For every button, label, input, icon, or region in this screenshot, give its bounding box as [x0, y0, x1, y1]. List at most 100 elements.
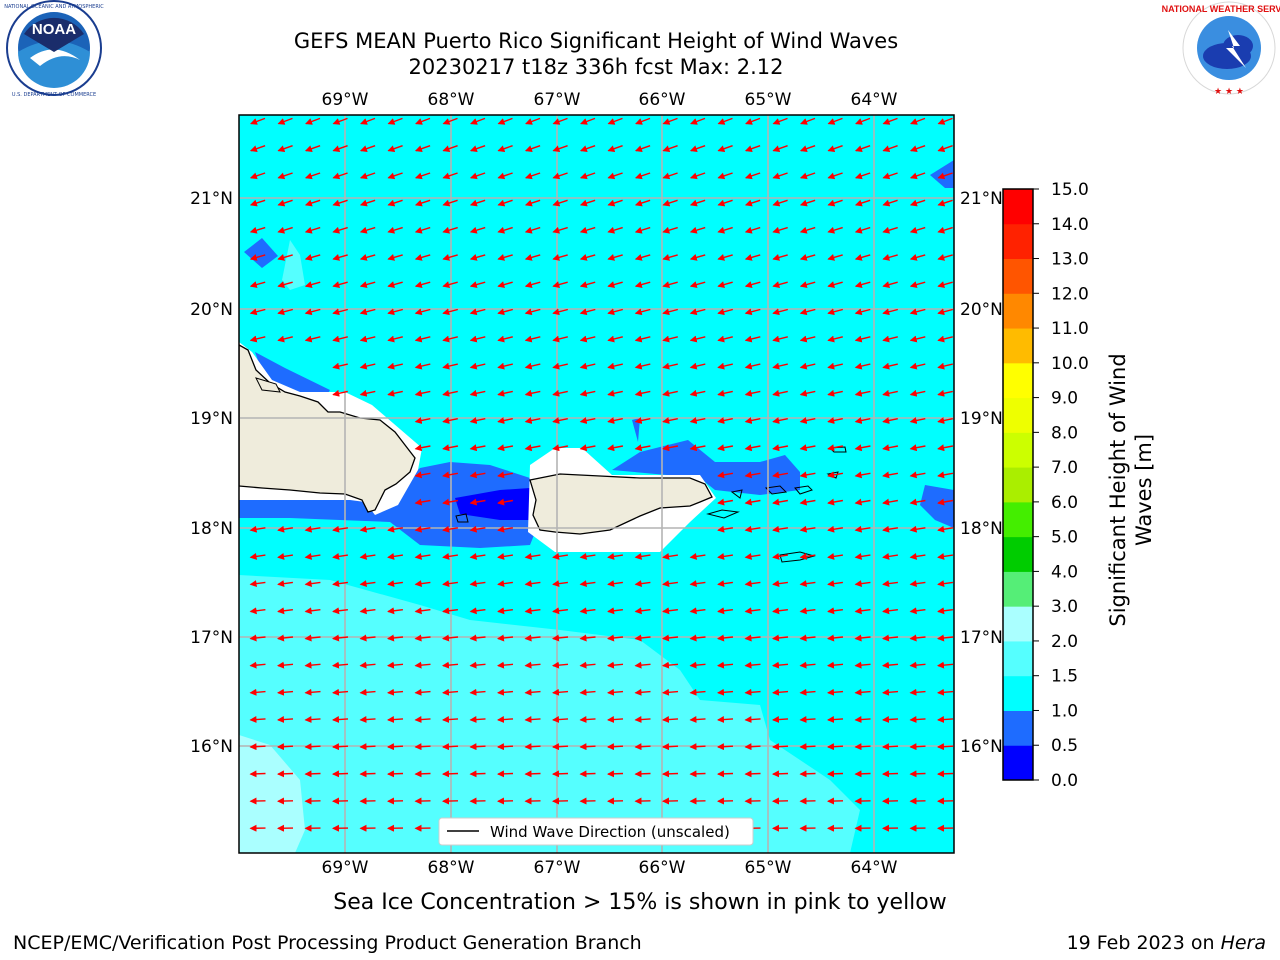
- wave-field-1p5: [239, 575, 860, 853]
- wind-arrow: [772, 226, 788, 234]
- wind-arrow: [359, 661, 376, 669]
- wind-arrow: [799, 580, 816, 588]
- wind-arrow: [332, 199, 348, 207]
- wind-arrow: [552, 552, 569, 560]
- culebra-island: [730, 489, 743, 499]
- wind-arrow: [524, 417, 541, 424]
- wind-arrow: [304, 770, 321, 778]
- lat-label-left: 16°N: [190, 737, 233, 757]
- wind-arrow: [937, 525, 954, 533]
- wind-arrow: [332, 661, 349, 669]
- lat-label-right: 19°N: [960, 409, 1003, 429]
- wind-arrow: [882, 226, 898, 234]
- wind-arrow: [249, 172, 266, 180]
- wind-arrow: [854, 525, 871, 533]
- wind-arrow: [607, 634, 624, 642]
- wind-arrow: [717, 580, 733, 588]
- wind-arrow: [469, 281, 486, 288]
- wind-arrow: [332, 688, 349, 696]
- wind-arrow: [937, 716, 954, 723]
- wind-arrow: [360, 117, 376, 125]
- wind-arrow: [854, 145, 871, 153]
- wind-arrow: [414, 335, 431, 343]
- wind-arrow: [332, 389, 348, 397]
- wind-arrow: [772, 525, 789, 533]
- wind-arrow: [662, 607, 678, 615]
- wind-arrow: [524, 281, 541, 288]
- lat-label-right: 16°N: [960, 737, 1003, 757]
- wind-arrow: [524, 308, 541, 316]
- wind-arrow: [387, 254, 403, 261]
- wind-arrow: [277, 254, 293, 261]
- wind-arrow: [469, 525, 486, 533]
- wind-arrow: [469, 335, 486, 343]
- wind-arrow: [579, 281, 596, 288]
- wind-arrow: [937, 389, 953, 397]
- wind-arrow: [854, 254, 871, 261]
- wind-arrow: [497, 743, 514, 751]
- wind-arrow: [744, 634, 761, 642]
- wind-arrow: [909, 199, 926, 207]
- colorbar-swatch: [1003, 536, 1033, 572]
- wind-arrow: [689, 661, 706, 669]
- lon-label-top: 65°W: [745, 90, 792, 110]
- wind-arrow: [524, 362, 541, 370]
- colorbar-tick-label: 13.0: [1051, 250, 1089, 270]
- wind-arrow: [524, 172, 541, 180]
- wind-arrow: [332, 172, 348, 180]
- wind-arrow: [414, 634, 431, 642]
- wind-arrow: [579, 199, 596, 207]
- wind-arrow: [772, 117, 788, 125]
- wind-arrow: [497, 389, 513, 397]
- wind-arrow: [772, 281, 788, 288]
- wind-arrow: [882, 362, 898, 370]
- wind-arrow: [772, 362, 788, 370]
- wind-arrow: [607, 362, 623, 370]
- map-title: GEFS MEAN Puerto Rico Significant Height…: [293, 29, 899, 53]
- wave-field-1p0-nw: [244, 238, 278, 268]
- wind-arrow: [662, 389, 678, 397]
- wind-arrow: [937, 335, 953, 343]
- wind-arrow: [827, 335, 843, 343]
- wind-arrow: [442, 199, 458, 207]
- wind-arrow: [827, 607, 843, 615]
- credit-text: NCEP/EMC/Verification Post Processing Pr…: [13, 932, 642, 954]
- wind-arrow: [387, 145, 403, 153]
- wind-arrow: [689, 281, 706, 288]
- map-area: [239, 115, 954, 853]
- colorbar-swatch: [1003, 258, 1033, 294]
- wave-field-1p0-east: [612, 440, 800, 495]
- wind-arrow: [772, 335, 788, 343]
- wind-arrow: [277, 199, 293, 207]
- wind-arrow: [414, 281, 431, 288]
- wind-arrow: [552, 661, 569, 669]
- wind-arrow: [359, 688, 376, 696]
- wind-arrow: [414, 254, 431, 261]
- wind-arrow: [772, 498, 789, 506]
- wind-arrow: [497, 281, 513, 288]
- wind-arrow: [827, 172, 843, 180]
- wind-arrow: [552, 145, 568, 153]
- wind-arrow: [304, 607, 321, 615]
- wind-arrow: [717, 716, 734, 723]
- wind-arrow: [524, 335, 541, 343]
- wind-arrow: [744, 417, 761, 424]
- wind-arrow: [497, 226, 513, 234]
- wind-arrow: [579, 145, 596, 153]
- wind-arrow: [854, 471, 871, 479]
- wind-arrow: [799, 145, 816, 153]
- wind-arrow: [909, 471, 926, 479]
- wind-arrow: [277, 226, 293, 234]
- wind-arrow: [799, 498, 816, 506]
- wind-arrow: [249, 688, 266, 696]
- wave-field-1p0-se: [920, 485, 954, 528]
- wind-arrow: [387, 362, 403, 370]
- wind-arrow: [799, 362, 816, 370]
- wind-arrow: [414, 308, 431, 316]
- wind-arrow: [634, 607, 651, 615]
- lat-label-right: 20°N: [960, 300, 1003, 320]
- wind-arrow: [497, 607, 513, 615]
- lat-label-left: 21°N: [190, 189, 233, 209]
- wind-arrow: [332, 117, 348, 125]
- wind-arrow: [414, 552, 431, 560]
